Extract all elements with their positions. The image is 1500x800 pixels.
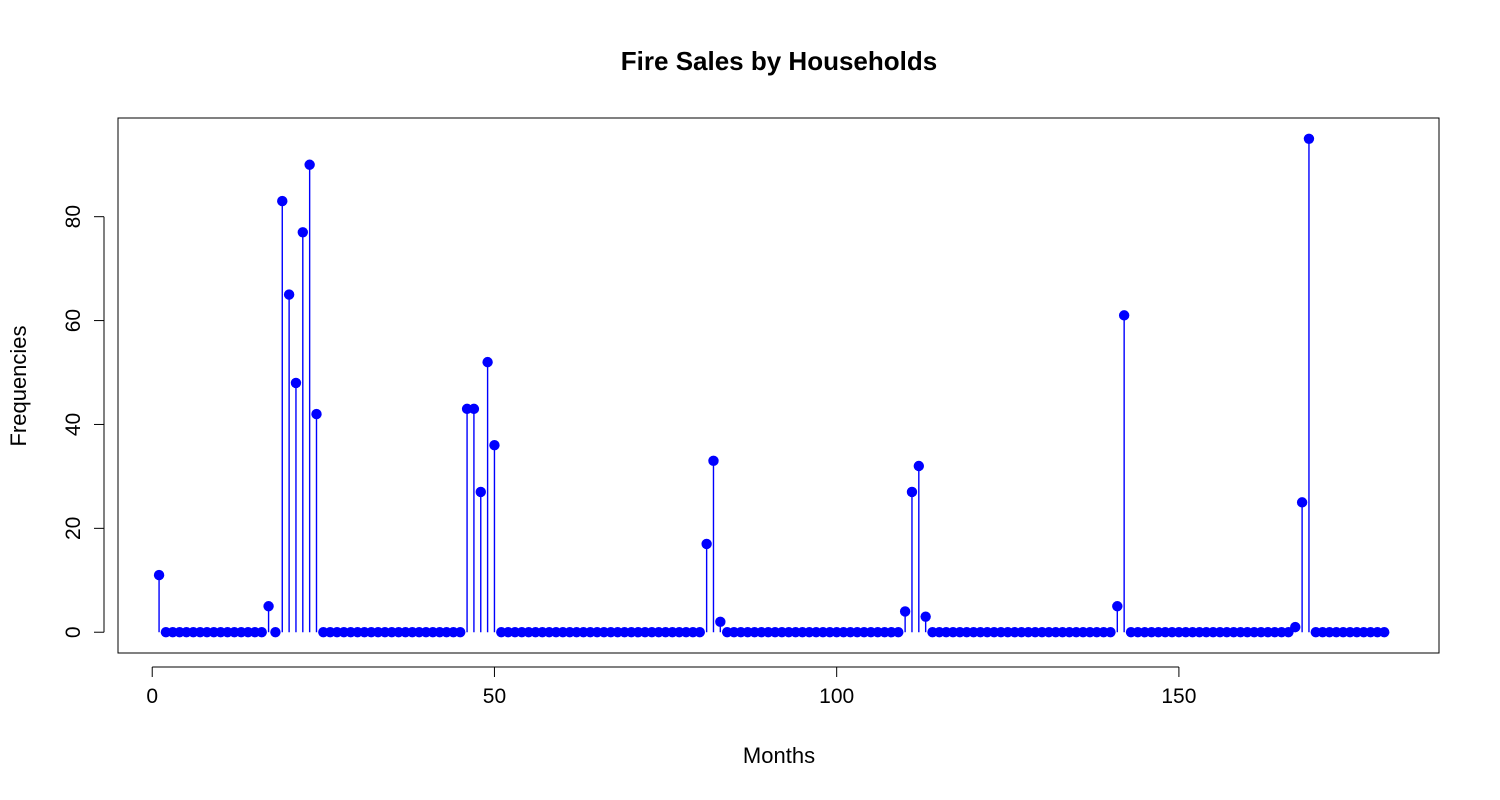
- data-point: [899, 606, 911, 617]
- data-point: [715, 616, 726, 628]
- data-point: [1290, 621, 1301, 633]
- data-point: [311, 408, 322, 420]
- data-point: [701, 538, 712, 550]
- y-axis-label: Frequencies: [6, 325, 31, 446]
- y-tick-label: 20: [62, 517, 85, 540]
- data-point: [1296, 497, 1308, 508]
- data-point: [1303, 133, 1315, 144]
- series-stems: [158, 138, 1310, 633]
- x-tick-label: 50: [483, 685, 506, 708]
- data-point: [455, 627, 466, 638]
- data-point: [489, 440, 500, 451]
- y-tick-label: 60: [62, 309, 85, 332]
- data-point: [694, 627, 705, 638]
- x-axis-label: Months: [743, 743, 815, 768]
- y-axis: 0 20 40 60 80: [62, 205, 105, 638]
- data-point: [708, 455, 719, 467]
- data-point: [1379, 627, 1390, 638]
- x-tick-label: 0: [146, 685, 158, 708]
- data-point: [906, 486, 918, 498]
- y-tick-label: 80: [62, 205, 85, 228]
- data-point: [1105, 627, 1116, 638]
- data-point: [304, 159, 315, 170]
- y-tick-label: 40: [62, 413, 85, 436]
- data-point: [263, 601, 274, 612]
- plot-frame: [117, 117, 1440, 654]
- y-tick-label: 0: [62, 626, 85, 638]
- data-point: [277, 195, 288, 207]
- data-point: [297, 227, 309, 238]
- x-axis: 0 50 100 150: [146, 666, 1196, 708]
- data-point: [913, 460, 925, 472]
- data-point: [1118, 310, 1130, 321]
- data-point: [283, 289, 295, 300]
- data-point: [468, 403, 480, 415]
- data-point: [482, 356, 493, 368]
- data-point: [1112, 601, 1123, 612]
- data-point: [475, 486, 486, 498]
- chart-title: Fire Sales by Households: [621, 46, 937, 76]
- data-point: [290, 377, 302, 389]
- series-points: [153, 133, 1390, 638]
- data-point: [270, 627, 281, 638]
- data-point: [256, 627, 267, 638]
- x-tick-label: 100: [819, 685, 854, 708]
- data-point: [893, 627, 904, 638]
- data-point: [153, 569, 165, 581]
- x-tick-label: 150: [1161, 685, 1196, 708]
- data-point: [920, 611, 931, 622]
